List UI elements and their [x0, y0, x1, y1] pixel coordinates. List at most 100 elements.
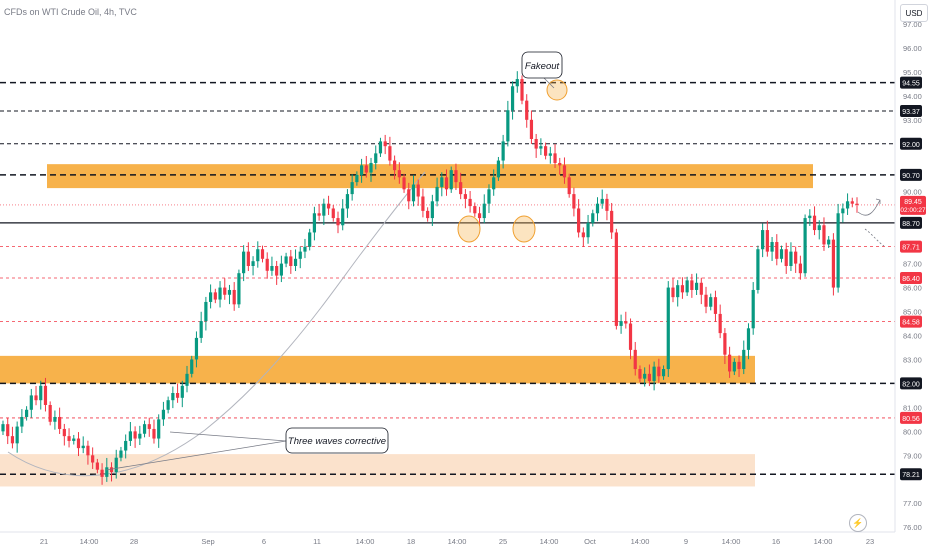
candle-body [808, 215, 812, 219]
candle-body [15, 426, 19, 444]
candle-body [515, 79, 519, 87]
price-level-tag-text: 87.71 [902, 245, 920, 252]
price-tick-label: 90.00 [903, 188, 922, 197]
time-tick-label: 18 [407, 537, 415, 546]
candle-body [529, 119, 534, 139]
candle-body [841, 208, 845, 214]
candle-body [402, 177, 406, 190]
time-tick-label: 14:00 [356, 537, 375, 546]
candle-body [661, 369, 666, 377]
candlestick-series [1, 71, 859, 485]
candle-body [34, 395, 38, 401]
price-tick-label: 93.00 [903, 116, 922, 125]
retest-highlight-circle-right [512, 215, 536, 243]
candle-body [157, 419, 161, 439]
candle-body [728, 354, 732, 372]
candle-body [260, 249, 265, 259]
candle-body [322, 203, 326, 216]
candle-body [577, 208, 581, 233]
price-tick-label: 86.00 [903, 284, 922, 293]
candle-body [76, 438, 81, 449]
zone-rect [0, 454, 755, 487]
candle-body [761, 230, 765, 250]
time-tick-label: 11 [313, 537, 321, 546]
candle-body [331, 208, 335, 219]
candle-body [539, 146, 543, 149]
time-tick-label: 6 [262, 537, 266, 546]
three-waves-label: Three waves corrective [288, 436, 386, 447]
candle-body [548, 153, 552, 156]
candle-body [298, 251, 302, 259]
price-tick-label: 80.00 [903, 427, 922, 436]
candle-body [209, 292, 213, 302]
candle-body [723, 333, 727, 355]
candle-body [496, 160, 501, 178]
candle-body [242, 251, 246, 274]
candle-body [81, 445, 85, 449]
candle-body [845, 201, 850, 209]
candle-body [784, 249, 788, 266]
candle-body [510, 86, 515, 111]
candle-body [614, 232, 618, 326]
candle-body [275, 266, 279, 276]
candle-body [119, 450, 123, 458]
candle-body [171, 393, 175, 401]
price-tick-label: 85.00 [903, 308, 922, 317]
time-tick-label: 25 [499, 537, 507, 546]
candle-body [676, 285, 680, 298]
candle-body [610, 210, 614, 233]
candle-body [326, 203, 331, 209]
candle-body [558, 162, 562, 166]
time-tick-label: 14:00 [631, 537, 650, 546]
candle-body [58, 416, 62, 429]
current-price-tag [900, 195, 926, 215]
candle-body [426, 210, 430, 219]
candle-body [279, 263, 283, 276]
price-level-tag [900, 76, 922, 89]
candle-body [199, 321, 203, 338]
candle-body [482, 203, 486, 219]
candle-body [454, 170, 458, 183]
price-tick-label: 77.00 [903, 499, 922, 508]
currency-button[interactable]: USD [900, 4, 928, 22]
candle-body [86, 445, 90, 456]
candle-body [756, 249, 760, 290]
candle-body [161, 409, 166, 420]
candle-body [855, 203, 859, 205]
candle-body [506, 110, 510, 142]
candle-body [39, 385, 43, 401]
price-axis[interactable]: 76.00 77.00 79.00 80.00 81.00 83.00 84.00 85.00… [903, 20, 922, 532]
candle-body [312, 213, 317, 233]
candle-body [105, 467, 109, 477]
time-tick-label: 28 [130, 537, 138, 546]
time-tick-label: 23 [866, 537, 874, 546]
candle-body [525, 100, 529, 120]
candle-body [812, 215, 817, 231]
candle-body [421, 196, 425, 211]
candle-body [746, 328, 751, 350]
lightning-icon[interactable]: ⚡ [849, 514, 867, 532]
candle-body [6, 424, 10, 437]
candle-body [742, 349, 746, 370]
price-level-tag-text: 84.58 [902, 320, 920, 327]
time-tick-label: 14:00 [722, 537, 741, 546]
zone-rect [47, 164, 813, 189]
time-axis[interactable]: 21 14:00 28 Sep 6 11 14:00 18 14:00 25 14:00 Oct 14:… [40, 537, 874, 546]
candle-body [822, 225, 826, 245]
candle-body [128, 431, 132, 441]
candle-body [204, 301, 208, 322]
candle-body [364, 165, 368, 173]
candle-body [435, 186, 439, 202]
candle-body [109, 467, 114, 473]
candle-body [378, 141, 383, 154]
price-level-tag-text: 86.40 [902, 276, 920, 283]
candle-body [10, 436, 15, 444]
candle-body [624, 321, 628, 324]
candle-body [444, 177, 449, 190]
candle-body [166, 400, 170, 410]
candle-body [430, 201, 434, 219]
candle-body [350, 182, 354, 195]
candle-body [765, 230, 769, 252]
candle-body [595, 203, 600, 214]
